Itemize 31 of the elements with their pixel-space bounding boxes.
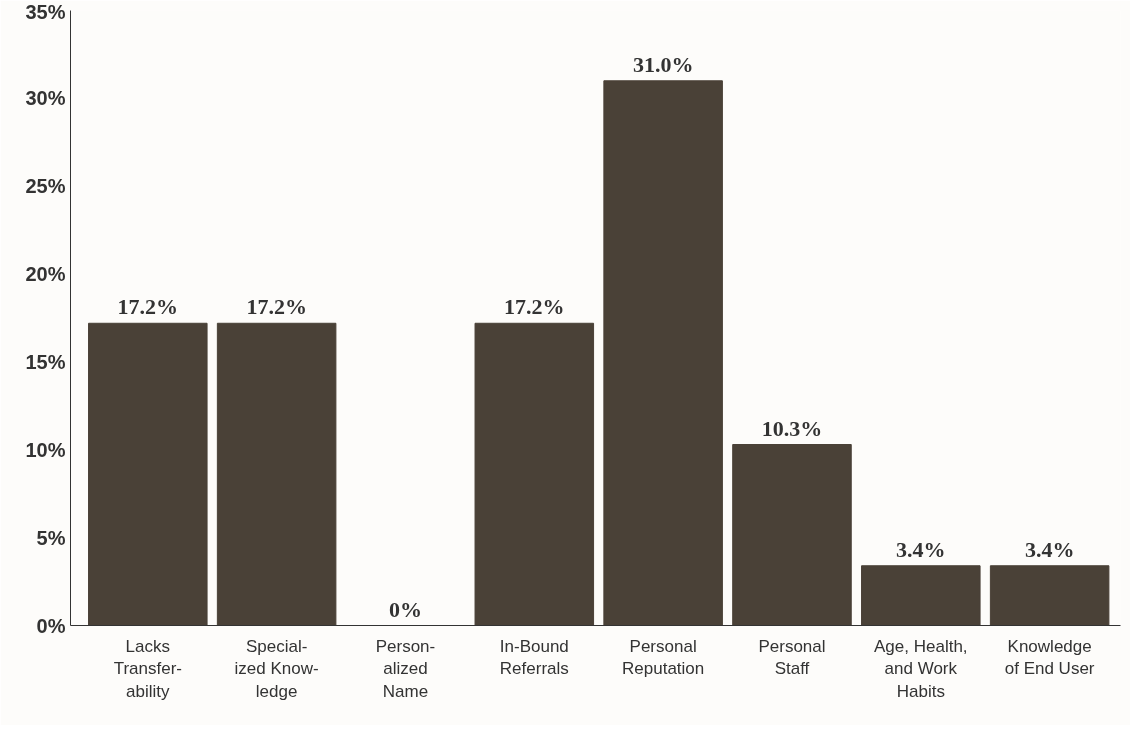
x-tick-label: Personal Staff <box>758 636 826 679</box>
bar <box>989 565 1110 626</box>
y-tick-label: 35% <box>25 0 66 23</box>
data-label: 17.2% <box>504 294 565 320</box>
data-label: 3.4% <box>1024 536 1075 562</box>
y-tick-label: 10% <box>25 438 66 461</box>
y-tick-label: 30% <box>25 87 66 110</box>
y-tick-label: 25% <box>25 175 66 198</box>
y-tick-label: 0% <box>36 614 66 637</box>
x-tick-label: Personal Reputation <box>622 636 705 679</box>
x-tick-label: Lacks Transfer- ability <box>113 636 182 702</box>
data-label: 31.0% <box>632 51 694 77</box>
x-tick-label: Age, Health, and Work Habits <box>874 636 968 702</box>
x-tick-label: In-Bound Referrals <box>499 636 569 679</box>
x-tick-label: Special- ized Know- ledge <box>234 636 319 702</box>
bar <box>861 565 981 626</box>
data-label: 10.3% <box>761 415 823 441</box>
data-label: 0% <box>388 596 422 622</box>
y-tick-label: 15% <box>25 350 66 373</box>
bar <box>474 322 595 626</box>
data-label: 3.4% <box>896 536 946 562</box>
x-tick-label: Knowledge of End User <box>1004 636 1095 679</box>
bar <box>603 80 723 626</box>
data-label: 17.2% <box>246 294 307 320</box>
y-tick-label: 20% <box>25 263 66 286</box>
bar <box>732 444 852 626</box>
y-tick-label: 5% <box>36 526 66 549</box>
x-tick-label: Person- alized Name <box>375 636 436 702</box>
bar <box>216 322 337 626</box>
data-label: 17.2% <box>117 294 179 320</box>
bar <box>88 322 208 626</box>
